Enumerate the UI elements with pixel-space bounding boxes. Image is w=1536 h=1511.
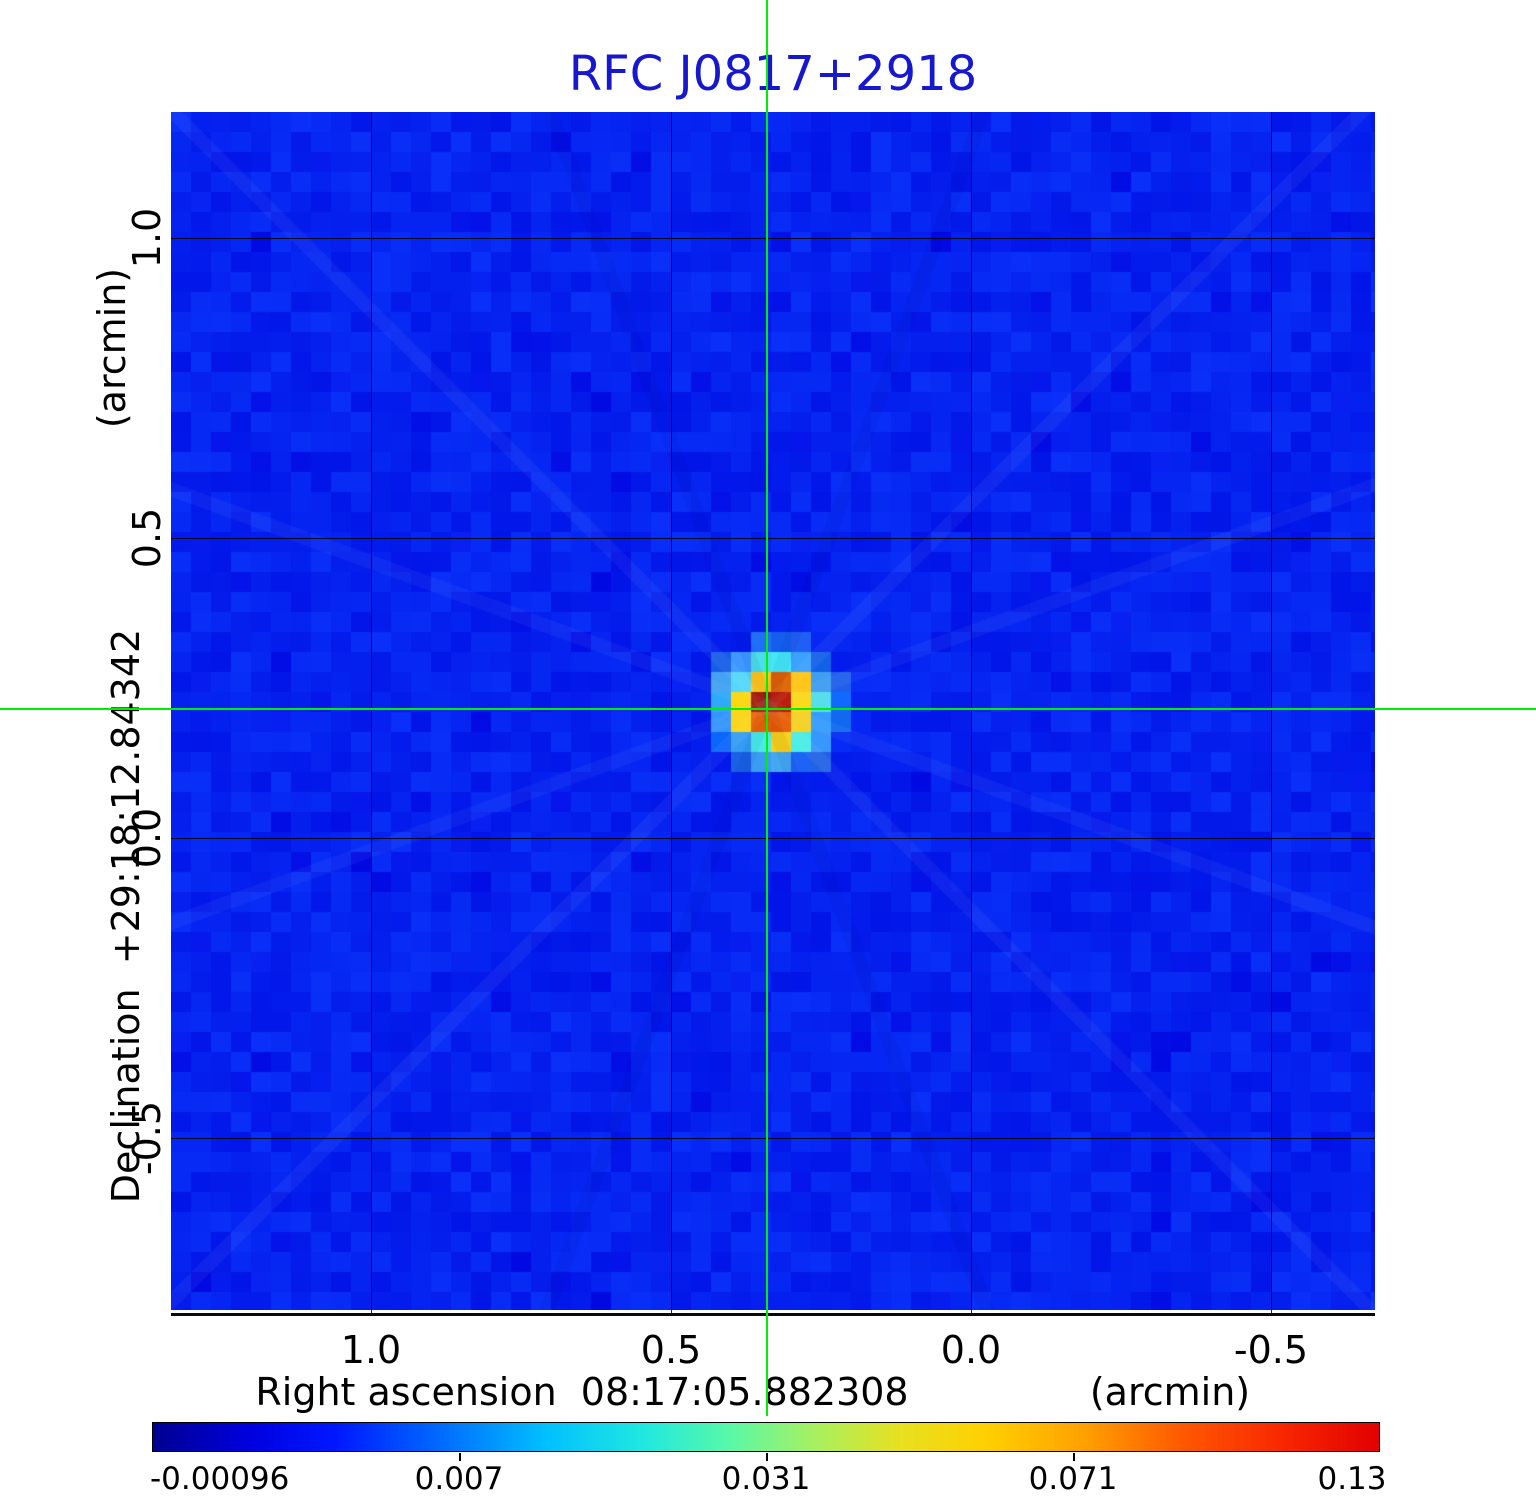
- colorbar-tick-label: 0.031: [721, 1461, 811, 1497]
- colorbar-tick-mark: [1073, 1453, 1075, 1461]
- x-tick-label: 0.5: [640, 1328, 702, 1372]
- sky-map: [171, 112, 1375, 1316]
- x-tick-label: -0.5: [1233, 1328, 1309, 1372]
- crosshair-horizontal-line: [0, 708, 1536, 710]
- y-tick-label: 0.0: [125, 807, 169, 869]
- y-axis-unit-label: (arcmin): [90, 267, 134, 429]
- grid-line-horizontal: [171, 538, 1375, 539]
- grid-line-horizontal: [171, 238, 1375, 239]
- colorbar-tick-mark: [766, 1453, 768, 1461]
- x-axis-unit-label: (arcmin): [1089, 1370, 1251, 1414]
- grid-line-horizontal: [171, 1138, 1375, 1139]
- x-tick-label: 0.0: [940, 1328, 1002, 1372]
- x-tick-label: 1.0: [340, 1328, 402, 1372]
- colorbar-tick-mark: [459, 1453, 461, 1461]
- grid-line-vertical: [371, 112, 372, 1313]
- sky-map-canvas: [171, 112, 1375, 1310]
- x-axis-title: Right ascension 08:17:05.882308: [255, 1370, 909, 1414]
- colorbar-tick-label: 0.13: [1317, 1461, 1387, 1497]
- y-tick-label: 1.0: [125, 207, 169, 269]
- grid-line-vertical: [1271, 112, 1272, 1313]
- grid-line-horizontal: [171, 838, 1375, 839]
- figure-title: RFC J0817+2918: [568, 46, 978, 102]
- colorbar-tick-label: 0.007: [414, 1461, 504, 1497]
- crosshair-vertical-line: [766, 0, 768, 1416]
- colorbar: [152, 1422, 1380, 1452]
- y-tick-label: -0.5: [125, 1100, 169, 1176]
- y-tick-label: 0.5: [125, 507, 169, 569]
- grid-line-vertical: [971, 112, 972, 1313]
- colorbar-tick-label: 0.071: [1028, 1461, 1118, 1497]
- grid-line-vertical: [671, 112, 672, 1313]
- colorbar-tick-label: -0.00096: [150, 1461, 290, 1497]
